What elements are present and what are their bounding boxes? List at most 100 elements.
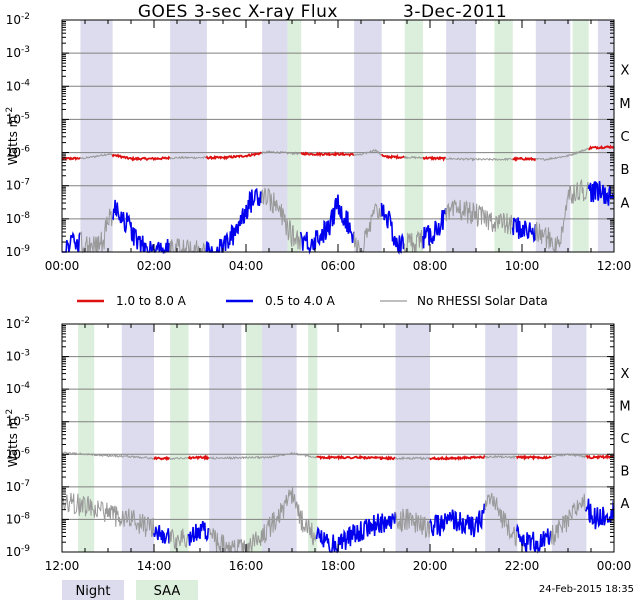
- bottom-y-axis-label-base: Watts m: [6, 418, 20, 468]
- bottom-flare-class-label: M: [619, 399, 630, 414]
- top-series-0.5-4A-segment: [260, 187, 302, 250]
- top-series-1-8A-segment: [300, 150, 355, 158]
- legend: 1.0 to 8.0 A 0.5 to 4.0 A No RHESSI Sola…: [77, 294, 548, 308]
- bottom-flare-class-label: C: [620, 432, 629, 447]
- top-series-1-8A-segment: [445, 156, 513, 162]
- top-flare-class-label: A: [621, 196, 630, 211]
- top-series-0.5-4A-segment: [403, 229, 424, 253]
- bottom-panel-grid: [62, 356, 614, 520]
- top-saa-band: [494, 20, 513, 252]
- top-saa-band: [404, 20, 424, 252]
- bottom-panel-bands: [78, 324, 587, 552]
- top-series-1-8A-segment: [353, 148, 382, 157]
- top-series-0.5-4A-segment: [380, 203, 405, 255]
- legend-entry-norhessi: No RHESSI Solar Data: [380, 294, 548, 308]
- bottom-x-tick-label: 20:00: [413, 559, 448, 573]
- bottom-series-0.5-4A-segment: [153, 524, 171, 544]
- top-flare-class-label: X: [621, 64, 630, 79]
- bottom-series-0.5-4A-segment: [515, 523, 552, 554]
- top-panel-ylabel: Watts m-2: [5, 107, 20, 166]
- top-series-0.5-4A-segment: [111, 199, 171, 255]
- bottom-series-1-8A-segment: [429, 454, 486, 461]
- bottom-saa-band: [308, 324, 318, 552]
- top-series-1-8A-segment: [169, 155, 207, 160]
- top-series-0.5-4A-segment: [353, 203, 382, 253]
- bottom-series-0.5-4A-segment: [484, 492, 518, 547]
- top-series-0.5-4A-segment: [587, 180, 615, 206]
- bottom-x-tick-label: 16:00: [229, 559, 264, 573]
- bottom-series-1-8A-segment: [169, 456, 189, 461]
- top-series-1-8A-segment: [205, 151, 262, 161]
- legend-label-low: 0.5 to 4.0 A: [265, 294, 336, 308]
- top-x-tick-label: 08:00: [413, 259, 448, 273]
- top-series-1-8A-segment: [588, 144, 615, 151]
- bottom-series-0.5-4A-segment: [61, 492, 155, 538]
- bottom-y-tick-label: 10-2: [6, 316, 30, 331]
- top-x-tick-label: 10:00: [505, 259, 540, 273]
- top-y-tick-label: 10-6: [6, 145, 31, 160]
- top-x-tick-label: 02:00: [137, 259, 172, 273]
- bottom-night-band: [209, 324, 242, 552]
- bottom-flare-class-label: B: [621, 465, 630, 480]
- top-night-band: [170, 20, 207, 252]
- bottom-series-1-8A-segment: [208, 451, 317, 461]
- bottom-series-1-8A-segment: [153, 455, 171, 462]
- top-panel-frame: [61, 19, 615, 253]
- top-series-1-8A-segment: [381, 153, 405, 160]
- top-y-tick-label: 10-5: [6, 111, 30, 126]
- top-y-tick-label: 10-2: [6, 12, 30, 27]
- top-y-axis-label-base: Watts m: [6, 116, 20, 166]
- bottom-series-0.5-4A-segment: [584, 498, 615, 530]
- saa-key-label: SAA: [154, 584, 181, 599]
- top-x-tick-label: 00:00: [45, 259, 80, 273]
- top-flare-class-label: B: [621, 163, 630, 178]
- legend-entry-high: 1.0 to 8.0 A: [77, 294, 187, 308]
- bottom-panel: 10-9 10-8 10-7 10-6 10-5 10-4 10-3 10-2 A B C M X 12:…: [5, 316, 631, 573]
- night-key-swatch: [62, 580, 124, 600]
- bottom-x-tick-label: 00:00: [597, 559, 632, 573]
- top-series-1-8A-segment: [534, 147, 589, 161]
- bottom-x-tick-label: 18:00: [321, 559, 356, 573]
- top-x-tick-label: 12:00: [597, 259, 632, 273]
- bottom-y-tick-label: 10-3: [6, 349, 30, 364]
- bottom-x-tick-label: 12:00: [45, 559, 80, 573]
- top-panel-series: [61, 144, 615, 255]
- bottom-panel-series: [61, 451, 615, 554]
- bottom-saa-band: [170, 324, 189, 552]
- bottom-series-1-8A-segment: [484, 454, 517, 460]
- top-night-band: [535, 20, 571, 252]
- bottom-series-0.5-4A-segment: [208, 487, 318, 553]
- timestamp: 24-Feb-2015 18:35: [539, 584, 634, 595]
- top-series-1-8A-segment: [512, 155, 537, 162]
- legend-label-high: 1.0 to 8.0 A: [116, 294, 187, 308]
- bottom-y-tick-label: 10-7: [6, 479, 30, 494]
- top-series-0.5-4A-segment: [205, 187, 263, 253]
- band-key: Night SAA: [62, 580, 198, 600]
- top-y-tick-label: 10-8: [6, 211, 31, 226]
- top-series-0.5-4A-segment: [534, 179, 589, 253]
- bottom-series-1-8A-segment: [394, 456, 431, 461]
- top-series-0.5-4A-segment: [79, 208, 113, 254]
- top-flare-class-label: M: [619, 97, 630, 112]
- bottom-series-0.5-4A-segment: [187, 520, 210, 546]
- top-series-0.5-4A-segment: [511, 217, 537, 243]
- top-series-1-8A-segment: [422, 155, 447, 162]
- top-series-1-8A-segment: [403, 155, 424, 160]
- bottom-series-1-8A-segment: [515, 454, 552, 461]
- saa-key-swatch: [136, 580, 198, 600]
- bottom-series-1-8A-segment: [61, 451, 154, 460]
- bottom-y-axis-label-sup: -2: [5, 409, 15, 418]
- top-y-axis-label: Watts m-2: [5, 107, 20, 166]
- bottom-flare-class-label: X: [621, 367, 630, 382]
- bottom-night-band: [121, 324, 154, 552]
- legend-entry-low: 0.5 to 4.0 A: [226, 294, 336, 308]
- top-y-tick-label: 10-7: [6, 178, 30, 193]
- bottom-y-axis-label: Watts m-2: [5, 409, 20, 468]
- bottom-y-tick-label: 10-4: [6, 381, 31, 396]
- top-y-tick-label: 10-4: [6, 78, 31, 93]
- bottom-flare-class-label: A: [621, 497, 630, 512]
- bottom-series-0.5-4A-segment: [315, 511, 397, 554]
- top-x-tick-label: 04:00: [229, 259, 264, 273]
- top-series-0.5-4A-segment: [299, 194, 355, 255]
